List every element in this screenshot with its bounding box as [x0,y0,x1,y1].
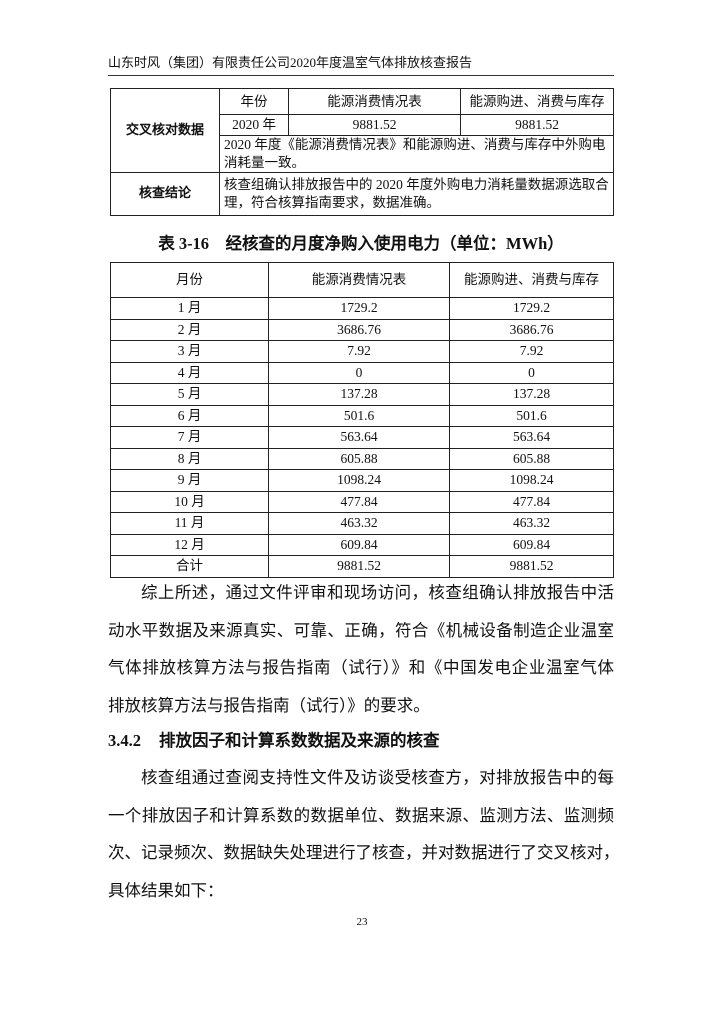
value-cell: 7.92 [449,340,614,363]
summary-paragraph: 综上所述，通过文件评审和现场访问，核查组确认排放报告中活 动水平数据及来源真实、… [108,574,614,724]
conclusion-label: 核查结论 [110,172,220,216]
table-row: 11 月 463.32 463.32 [110,512,614,535]
table-header-row: 月份 能源消费情况表 能源购进、消费与库存 [110,262,614,298]
value-cell: 563.64 [449,426,614,449]
paragraph-line: 排放核算方法与报告指南（试行）》的要求。 [108,695,430,715]
month-cell: 9 月 [110,469,269,492]
value-cell: 9881.52 [460,114,614,136]
value-cell: 0 [449,361,614,384]
paragraph-line: 核查组通过查阅支持性文件及访谈受核查方，对排放报告中的每 [141,768,614,787]
table-row: 7 月 563.64 563.64 [110,426,614,449]
page-number: 23 [356,916,368,928]
value-cell: 1098.24 [268,469,450,492]
value-cell: 463.32 [449,512,614,535]
table-row: 6 月 501.6 501.6 [110,404,614,427]
value-cell: 563.64 [268,426,450,449]
table-row: 8 月 605.88 605.88 [110,447,614,470]
column-header: 月份 [110,262,269,298]
value-cell: 1729.2 [449,297,614,320]
value-cell: 9881.52 [288,114,461,136]
value-cell: 7.92 [268,340,450,363]
value-cell: 3686.76 [449,318,614,341]
table-row: 10 月 477.84 477.84 [110,490,614,513]
table-caption: 表 3-16 经核查的月度净购入使用电力（单位：MWh） [158,234,564,253]
value-cell: 1729.2 [268,297,450,320]
section-number: 3.4.2 [108,731,141,750]
paragraph-line: 综上所述，通过文件评审和现场访问，核查组确认排放报告中活 [141,583,614,602]
month-cell: 2 月 [110,318,269,341]
table-row: 5 月 137.28 137.28 [110,383,614,406]
paragraph-line: 气体排放核算方法与报告指南（试行）》和《中国发电企业温室气体 [108,658,614,677]
cross-check-table: 交叉核对数据 年份 能源消费情况表 能源购进、消费与库存 2020 年 9881… [110,88,614,216]
value-cell: 137.28 [449,383,614,406]
month-cell: 8 月 [110,447,269,470]
value-cell: 0 [268,361,450,384]
value-cell: 501.6 [449,404,614,427]
section-paragraph: 核查组通过查阅支持性文件及访谈受核查方，对排放报告中的每 一个排放因子和计算系数… [108,759,620,909]
month-cell: 1 月 [110,297,269,320]
column-header: 能源购进、消费与库存 [449,262,614,298]
value-cell: 137.28 [268,383,450,406]
value-cell: 3686.76 [268,318,450,341]
paragraph-line: 动水平数据及来源真实、可靠、正确，符合《机械设备制造企业温室 [108,620,614,640]
month-cell: 合计 [110,555,269,578]
table-row: 12 月 609.84 609.84 [110,533,614,556]
paragraph-line: 次、记录频次、数据缺失处理进行了核查，并对数据进行了交叉核对， [108,843,620,862]
value-cell: 605.88 [449,447,614,470]
month-cell: 11 月 [110,512,269,535]
table-row: 9 月 1098.24 1098.24 [110,469,614,492]
month-cell: 4 月 [110,361,269,384]
table-row: 1 月 1729.2 1729.2 [110,297,614,320]
note-cell: 2020 年度《能源消费情况表》和能源购进、消费与库存中外购电消耗量一致。 [219,135,614,173]
paragraph-line: 具体结果如下： [108,880,224,900]
value-cell: 501.6 [268,404,450,427]
monthly-electricity-table: 月份 能源消费情况表 能源购进、消费与库存 1 月 1729.2 1729.2 2 月 368… [110,262,614,578]
column-header: 能源消费情况表 [288,88,461,115]
month-cell: 10 月 [110,490,269,513]
section-heading: 3.4.2 排放因子和计算系数数据及来源的核查 [108,727,440,751]
month-cell: 5 月 [110,383,269,406]
value-cell: 477.84 [449,490,614,513]
month-cell: 6 月 [110,404,269,427]
month-cell: 7 月 [110,426,269,449]
value-cell: 1098.24 [449,469,614,492]
month-cell: 3 月 [110,340,269,363]
column-header: 能源购进、消费与库存 [460,88,614,115]
table-row: 3 月 7.92 7.92 [110,340,614,363]
month-cell: 12 月 [110,533,269,556]
value-cell: 9881.52 [449,555,614,578]
row-label: 交叉核对数据 [110,88,220,173]
value-cell: 477.84 [268,490,450,513]
value-cell: 605.88 [268,447,450,470]
value-cell: 609.84 [268,533,450,556]
year-cell: 2020 年 [219,114,289,136]
paragraph-line: 一个排放因子和计算系数的数据单位、数据来源、监测方法、监测频 [108,805,614,825]
page-header: 山东时风（集团）有限责任公司2020年度温室气体排放核查报告 [108,52,614,76]
total-row: 合计 9881.52 9881.52 [110,555,614,578]
conclusion-cell: 核查组确认排放报告中的 2020 年度外购电力消耗量数据源选取合理，符合核算指南… [219,172,614,216]
table-row: 2 月 3686.76 3686.76 [110,318,614,341]
value-cell: 609.84 [449,533,614,556]
column-header: 年份 [219,88,289,115]
value-cell: 463.32 [268,512,450,535]
column-header: 能源消费情况表 [268,262,450,298]
section-title: 排放因子和计算系数数据及来源的核查 [159,731,440,750]
